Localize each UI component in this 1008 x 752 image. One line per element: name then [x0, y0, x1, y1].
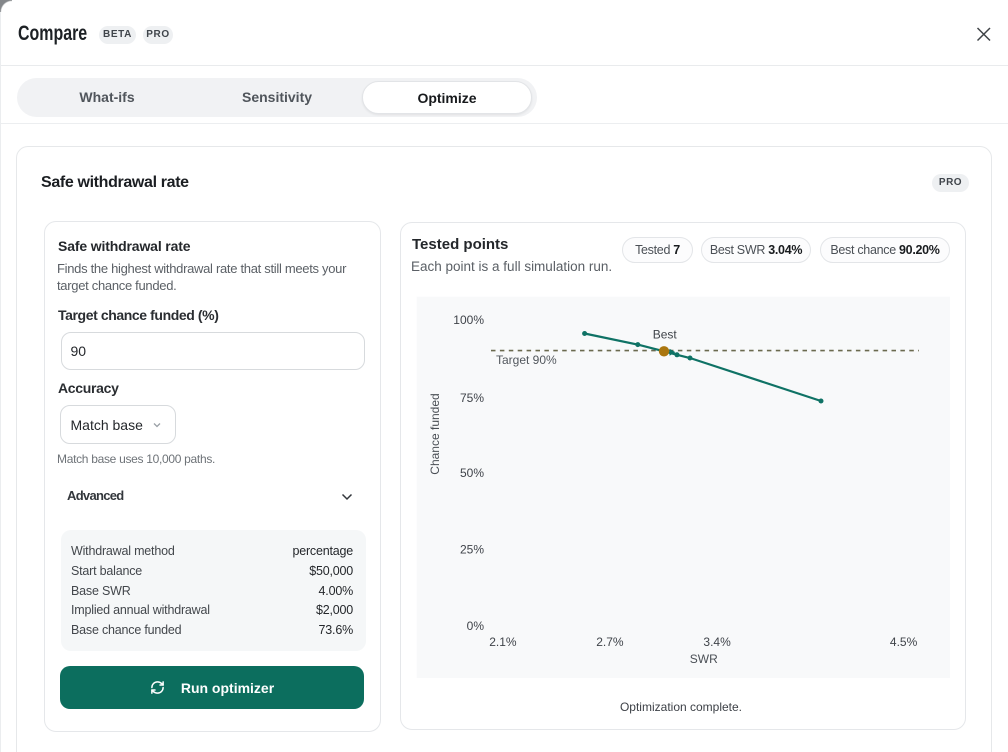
svg-text:0%: 0%	[467, 619, 485, 633]
svg-text:2.1%: 2.1%	[489, 635, 517, 649]
svg-text:75%: 75%	[460, 391, 484, 405]
svg-text:Target 90%: Target 90%	[496, 353, 557, 367]
svg-text:Best: Best	[653, 328, 678, 342]
svg-text:25%: 25%	[460, 543, 484, 557]
svg-text:4.5%: 4.5%	[890, 635, 918, 649]
svg-text:3.4%: 3.4%	[703, 635, 731, 649]
svg-text:2.7%: 2.7%	[596, 635, 624, 649]
svg-text:100%: 100%	[453, 313, 484, 327]
svg-text:SWR: SWR	[690, 652, 718, 666]
svg-text:50%: 50%	[460, 466, 484, 480]
svg-text:Chance funded: Chance funded	[428, 393, 442, 474]
